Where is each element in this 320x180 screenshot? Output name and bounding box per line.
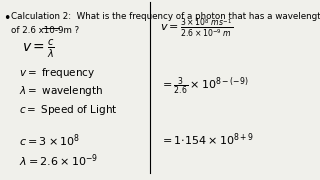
Text: $= \frac{3}{2.6}\times10^{8-(-9)}$: $= \frac{3}{2.6}\times10^{8-(-9)}$: [160, 76, 249, 97]
Text: $v =$ frequency: $v =$ frequency: [19, 66, 95, 80]
Text: $\lambda = 2.6\times10^{-9}$: $\lambda = 2.6\times10^{-9}$: [19, 152, 99, 169]
Text: $\lambda =$ wavelength: $\lambda =$ wavelength: [19, 84, 103, 98]
Text: $c = 3\times10^{8}$: $c = 3\times10^{8}$: [19, 132, 80, 149]
Text: Calculation 2:  What is the frequency of a photon that has a wavelength: Calculation 2: What is the frequency of …: [11, 12, 320, 21]
Text: of 2.6 x10-9m ?: of 2.6 x10-9m ?: [11, 26, 79, 35]
Text: $v = \frac{3\times10^{8}\ ms^{-1}}{2.6\times10^{-9}\ m}$: $v = \frac{3\times10^{8}\ ms^{-1}}{2.6\t…: [160, 18, 233, 39]
Text: $= 1{\cdot}154\times10^{8+9}$: $= 1{\cdot}154\times10^{8+9}$: [160, 131, 254, 148]
Text: $c =$ Speed of Light: $c =$ Speed of Light: [19, 103, 118, 117]
Text: •: •: [3, 12, 11, 25]
Text: $v = \frac{c}{\lambda}$: $v = \frac{c}{\lambda}$: [22, 38, 55, 60]
